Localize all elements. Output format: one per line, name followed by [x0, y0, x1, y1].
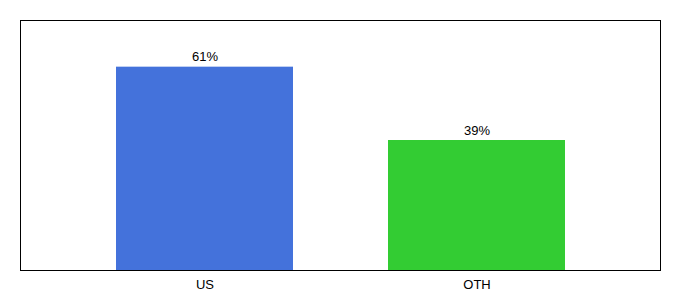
svg-text:US: US: [196, 277, 214, 292]
svg-text:39%: 39%: [464, 123, 490, 138]
svg-text:61%: 61%: [192, 49, 218, 64]
svg-text:OTH: OTH: [463, 277, 490, 292]
